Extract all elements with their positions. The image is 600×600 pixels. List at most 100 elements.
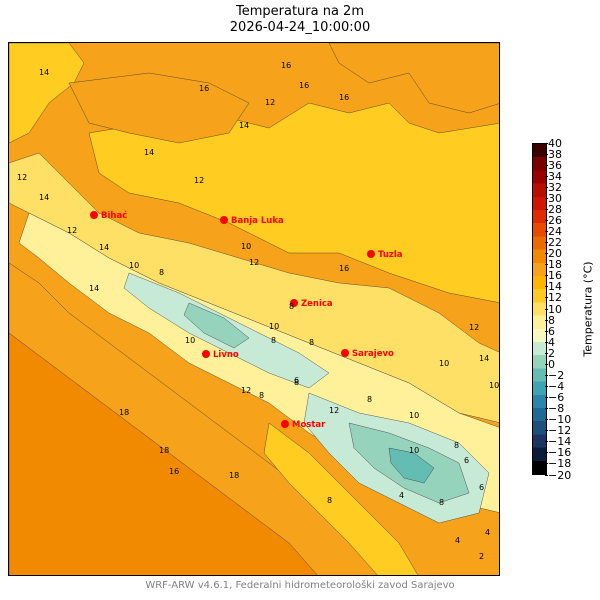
colorbar-tick-label: 0 xyxy=(545,357,555,371)
colorbar-tick-label: 34 xyxy=(545,169,562,183)
chart-subtitle: 2026-04-24_10:00:00 xyxy=(229,20,371,35)
colorbar-tick-label: 10 xyxy=(545,302,562,316)
contour-label: 14 xyxy=(39,68,49,77)
contour-label: 4 xyxy=(399,491,404,500)
colorbar-tick-label: 40 xyxy=(545,136,562,150)
chart-title: Temperatura na 2m xyxy=(235,4,364,19)
contour-label: 12 xyxy=(67,226,77,235)
contour-label: 4 xyxy=(455,536,460,545)
temp-zone-coldest-1 xyxy=(388,447,435,484)
contour-label: 4 xyxy=(485,528,490,537)
contour-label: 8 xyxy=(271,336,276,345)
contour-label: 12 xyxy=(469,323,479,332)
contour-label: 16 xyxy=(339,93,349,102)
contour-label: 12 xyxy=(499,366,500,375)
contour-label: 14 xyxy=(144,148,154,157)
city-marker xyxy=(202,350,210,358)
city-label: Zenica xyxy=(301,299,333,309)
contour-label: 14 xyxy=(89,284,99,293)
contour-label: 10 xyxy=(269,322,279,331)
contour-label: 10 xyxy=(129,261,139,270)
colorbar-tick-label: −14 xyxy=(544,435,572,449)
contour-label: 16 xyxy=(199,84,209,93)
city-label: Mostar xyxy=(292,420,326,430)
colorbar-tick-label: 16 xyxy=(545,269,562,283)
contour-label: 18 xyxy=(119,408,129,417)
colorbar-label: Temperatura (°C) xyxy=(581,261,595,357)
city-label: Tuzla xyxy=(378,250,403,260)
colorbar-tick-label: 22 xyxy=(545,236,562,250)
contour-label: 2 xyxy=(479,552,484,561)
contour-label: 14 xyxy=(99,243,109,252)
colorbar-tick-label: −8 xyxy=(544,402,565,416)
temp-zone-north-band xyxy=(88,102,499,303)
colorbar-tick-label: −2 xyxy=(544,368,565,382)
temp-zone-north-warm xyxy=(9,43,85,144)
contour-label: 18 xyxy=(229,471,239,480)
contour-label: 8 xyxy=(309,338,314,347)
city-label: Banja Luka xyxy=(231,216,284,226)
colorbar-tick-label: −6 xyxy=(544,391,565,405)
contour-label: 18 xyxy=(159,446,169,455)
contour-label: 16 xyxy=(299,81,309,90)
contour-label: 12 xyxy=(194,176,204,185)
contour-label: 6 xyxy=(294,376,299,385)
colorbar-tick-label: −4 xyxy=(544,379,565,393)
contour-label: 10 xyxy=(409,446,419,455)
colorbar-tick-label: 26 xyxy=(545,213,562,227)
city-marker xyxy=(281,420,289,428)
city-label: Livno xyxy=(213,350,239,360)
colorbar-tick-label: 38 xyxy=(545,147,562,161)
contour-label: 10 xyxy=(439,359,449,368)
contour-label: 14 xyxy=(239,121,249,130)
contour-label: 14 xyxy=(39,193,49,202)
contour-label: 10 xyxy=(409,411,419,420)
colorbar-tick-label: 20 xyxy=(545,247,562,261)
city-marker xyxy=(90,211,98,219)
city-marker xyxy=(290,299,298,307)
contour-label: 8 xyxy=(439,498,444,507)
colorbar-tick-label: −20 xyxy=(544,468,572,482)
contour-label: 16 xyxy=(281,61,291,70)
temp-zone-cold-2 xyxy=(183,302,250,349)
contour-label: 10 xyxy=(241,242,251,251)
colorbar-tick-label: 12 xyxy=(545,291,562,305)
contour-label: 12 xyxy=(265,98,275,107)
contour-label: 8 xyxy=(259,391,264,400)
colorbar-tick-label: 30 xyxy=(545,191,562,205)
city-marker xyxy=(367,250,375,258)
city-marker xyxy=(220,216,228,224)
temp-zone-orange-patch-1 xyxy=(328,43,499,114)
colorbar-tick-label: 14 xyxy=(545,280,562,294)
contour-label: 12 xyxy=(329,406,339,415)
contour-label: 12 xyxy=(249,258,259,267)
footer-credit: WRF-ARW v4.6.1, Federalni hidrometeorolo… xyxy=(145,580,455,591)
colorbar-tick-label: −16 xyxy=(544,446,572,460)
temperature-map: Bihać Banja Luka Tuzla Zenica Livno Sarajevo M… xyxy=(8,42,500,576)
contour-label: 12 xyxy=(241,386,251,395)
colorbar-tick-label: −10 xyxy=(544,413,572,427)
colorbar-tick-label: 36 xyxy=(545,158,562,172)
colorbar-tick-label: −12 xyxy=(544,424,572,438)
colorbar-tick-label: 2 xyxy=(545,346,555,360)
colorbar-tick-label: 28 xyxy=(545,202,562,216)
contour-label: 8 xyxy=(327,496,332,505)
contour-label: 8 xyxy=(289,302,294,311)
city-label: Sarajevo xyxy=(352,349,394,359)
colorbar-tick-label: 6 xyxy=(545,324,555,338)
contour-label: 8 xyxy=(454,441,459,450)
contour-label: 10 xyxy=(185,336,195,345)
city-label: Bihać xyxy=(101,210,127,221)
contour-label: 8 xyxy=(294,378,299,387)
contour-label: 6 xyxy=(479,483,484,492)
colorbar-tick-label: −18 xyxy=(544,457,572,471)
contour-label: 8 xyxy=(367,395,372,404)
temp-zone-sea xyxy=(9,332,318,575)
contour-label: 10 xyxy=(489,381,499,390)
temp-zone-inland-warm xyxy=(263,422,419,575)
contour-label: 16 xyxy=(169,467,179,476)
temp-zone-orange-patch-2 xyxy=(68,72,250,144)
contour-label: 12 xyxy=(17,173,27,182)
colorbar-tick-label: 24 xyxy=(545,225,562,239)
contour-label: 8 xyxy=(159,268,164,277)
